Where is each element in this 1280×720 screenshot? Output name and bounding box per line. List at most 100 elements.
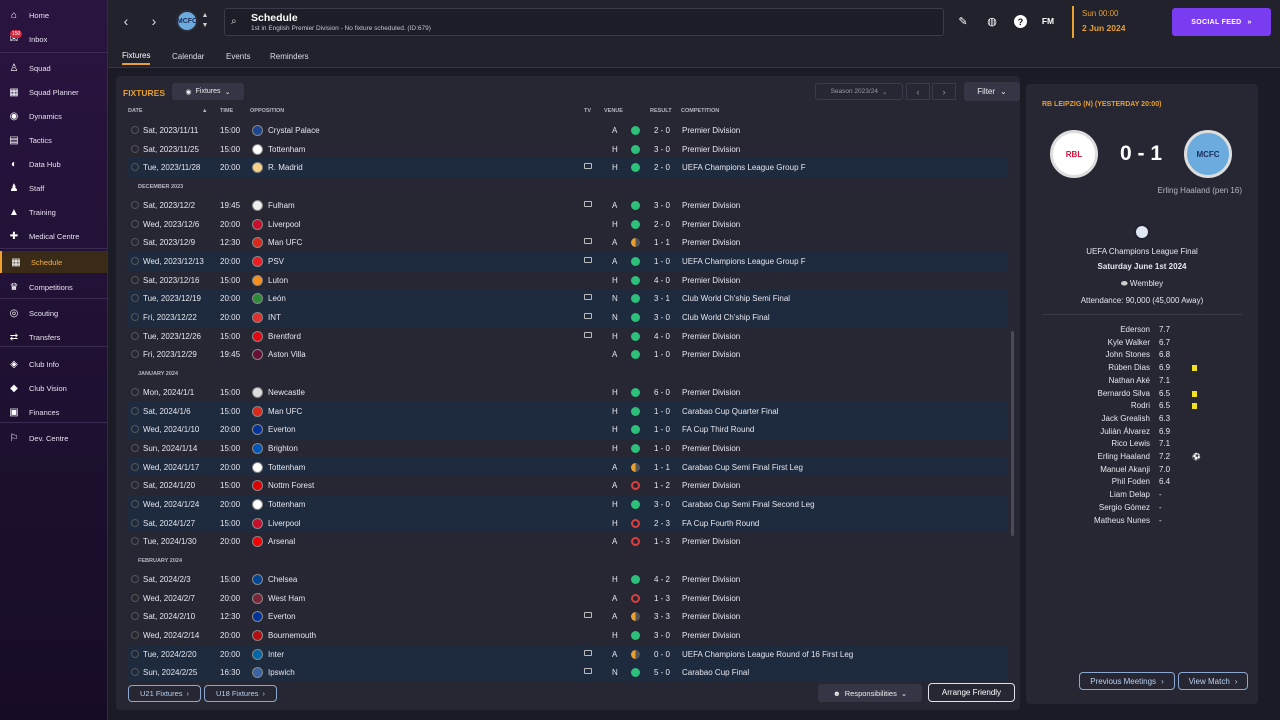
player-name[interactable]: Manuel Akanji [1100,464,1150,474]
competition[interactable]: Premier Division [682,537,741,547]
competition[interactable]: Premier Division [682,593,741,603]
competition[interactable]: Premier Division [682,144,741,154]
player-name[interactable]: Kyle Walker [1107,337,1150,347]
sidebar-item-transfers[interactable]: ⇄ Transfers [0,326,107,348]
table-row[interactable]: Sat, 2024/1/27 15:00 Liverpool H 2 - 3 FA Cup… [128,513,1008,533]
competition[interactable]: FA Cup Third Round [682,425,755,435]
competition[interactable]: Carabao Cup Semi Final First Leg [682,462,803,472]
competition[interactable]: Premier Division [682,238,741,248]
table-row[interactable]: Sun, 2024/1/14 15:00 Brighton H 1 - 0 Premier… [128,439,1008,458]
result-score[interactable]: 1 - 0 [654,443,671,453]
world-icon[interactable]: ◍ [987,15,997,28]
competition[interactable]: Carabao Cup Final [682,668,750,678]
row-select-radio[interactable] [131,387,139,396]
result-score[interactable]: 1 - 3 [654,593,671,603]
competition[interactable]: Premier Division [682,200,741,210]
table-row[interactable]: Sat, 2024/1/6 15:00 Man UFC H 1 - 0 Carabao C… [128,401,1008,421]
row-select-radio[interactable] [131,612,139,621]
row-select-radio[interactable] [131,425,139,434]
opposition-name[interactable]: Everton [268,612,296,622]
result-score[interactable]: 5 - 0 [654,668,671,678]
sidebar-item-inbox[interactable]: ✉ 150 Inbox [0,28,107,50]
competition[interactable]: Premier Division [682,126,741,135]
opposition-name[interactable]: Man UFC [268,406,303,416]
competition[interactable]: Carabao Cup Semi Final Second Leg [682,500,815,509]
table-row[interactable]: Wed, 2024/1/24 20:00 Tottenham H 3 - 0 Caraba… [128,495,1008,514]
table-row[interactable]: Tue, 2024/2/20 20:00 Inter A 0 - 0 UEFA Champ… [128,644,1008,664]
help-icon[interactable]: ? [1014,15,1027,28]
sidebar-item-dev-centre[interactable]: ⚐ Dev. Centre [0,427,107,449]
opposition-name[interactable]: Newcastle [268,387,305,397]
table-row[interactable]: Sat, 2023/11/25 15:00 Tottenham H 3 - 0 Premi… [128,140,1008,159]
opposition-name[interactable]: Fulham [268,200,295,210]
edit-icon[interactable]: ✎ [958,15,968,28]
row-select-radio[interactable] [131,200,139,209]
table-row[interactable]: Tue, 2023/11/28 20:00 R. Madrid H 2 - 0 UEFA … [128,158,1008,178]
opposition-name[interactable]: Luton [268,275,289,285]
scrollbar[interactable] [1011,331,1014,536]
previous-meetings-button[interactable]: Previous Meetings › [1079,672,1175,690]
opposition-name[interactable]: Nottm Forest [268,481,315,491]
opposition-name[interactable]: Crystal Palace [268,126,320,135]
tab-events[interactable]: Events [226,51,251,61]
sidebar-item-training[interactable]: ▲ Training [0,201,107,223]
competition[interactable]: Premier Division [682,443,741,453]
opposition-name[interactable]: Aston Villa [268,350,306,360]
row-select-radio[interactable] [131,238,139,247]
sidebar-item-tactics[interactable]: ▤ Tactics [0,129,107,151]
result-score[interactable]: 4 - 2 [654,574,671,584]
tab-calendar[interactable]: Calendar [172,51,205,61]
table-row[interactable]: Tue, 2024/1/30 20:00 Arsenal A 1 - 3 Premier … [128,532,1008,551]
back-button[interactable]: ‹ [123,13,129,29]
responsibilities-button[interactable]: ☻ Responsibilities ⌄ [818,684,922,702]
row-select-radio[interactable] [131,126,139,134]
opposition-name[interactable]: León [268,294,286,304]
row-select-radio[interactable] [131,630,139,639]
opposition-name[interactable]: Tottenham [268,500,306,509]
result-score[interactable]: 3 - 3 [654,612,671,622]
result-score[interactable]: 2 - 0 [654,219,671,229]
player-name[interactable]: John Stones [1105,350,1150,360]
col-tv[interactable]: TV [584,108,592,114]
row-select-radio[interactable] [131,518,139,527]
sidebar-item-squad[interactable]: ♙ Squad [0,57,107,79]
view-match-button[interactable]: View Match › [1178,672,1248,690]
table-row[interactable]: Sat, 2024/2/10 12:30 Everton A 3 - 3 Premier … [128,607,1008,626]
season-selector[interactable]: Season 2023/24 ⌄ [815,83,903,100]
row-select-radio[interactable] [131,219,139,228]
row-select-radio[interactable] [131,649,139,658]
player-name[interactable]: Nathan Aké [1108,375,1150,385]
col-result[interactable]: RESULT [650,108,672,114]
table-row[interactable]: Mon, 2024/1/1 15:00 Newcastle H 6 - 0 Premier… [128,383,1008,402]
club-switch-arrows[interactable]: ▲ ▼ [201,12,209,29]
sidebar-item-medical-centre[interactable]: ✚ Medical Centre [0,225,107,247]
player-name[interactable]: Rúben Dias [1108,363,1150,373]
table-row[interactable]: Wed, 2023/12/6 20:00 Liverpool H 2 - 0 Premie… [128,215,1008,234]
home-team-crest[interactable]: RBL [1050,130,1098,178]
opposition-name[interactable]: Bournemouth [268,630,317,640]
social-feed-button[interactable]: SOCIAL FEED » [1172,8,1271,36]
row-select-radio[interactable] [131,443,139,452]
table-row[interactable]: Wed, 2024/2/14 20:00 Bournemouth H 3 - 0 Prem… [128,626,1008,645]
col-venue[interactable]: VENUE [604,108,623,114]
fixtures-view-dropdown[interactable]: ◉ Fixtures ⌄ [172,83,244,100]
player-name[interactable]: Jack Grealish [1101,413,1150,423]
u21-fixtures-button[interactable]: U21 Fixtures › [128,685,201,702]
result-score[interactable]: 1 - 3 [654,537,671,547]
opposition-name[interactable]: Everton [268,425,296,435]
filter-button[interactable]: Filter ⌄ [964,82,1020,101]
sidebar-item-competitions[interactable]: ♛ Competitions [0,276,107,298]
col-date[interactable]: DATE [128,108,143,114]
table-row[interactable]: Sat, 2023/12/9 12:30 Man UFC A 1 - 1 Premier … [128,233,1008,252]
forward-button[interactable]: › [151,13,157,29]
match-header[interactable]: RB LEIPZIG (N) (YESTERDAY 20:00) [1042,101,1162,108]
competition[interactable]: Premier Division [682,574,741,584]
row-select-radio[interactable] [131,313,139,321]
competition[interactable]: UEFA Champions League Round of 16 First … [682,649,854,659]
sidebar-item-squad-planner[interactable]: ▦ Squad Planner [0,81,107,103]
opposition-name[interactable]: Inter [268,649,285,659]
result-score[interactable]: 3 - 0 [654,313,671,322]
row-select-radio[interactable] [131,406,139,415]
col-competition[interactable]: COMPETITION [681,108,720,114]
table-row[interactable]: Fri, 2023/12/22 20:00 INT N 3 - 0 Club World … [128,308,1008,327]
